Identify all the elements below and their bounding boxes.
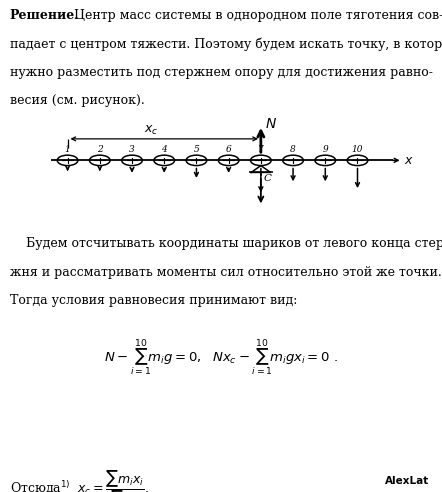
Text: $x_c$: $x_c$ <box>144 124 159 137</box>
Text: весия (см. рисунок).: весия (см. рисунок). <box>10 94 145 107</box>
Text: 7: 7 <box>258 145 264 154</box>
Text: AlexLat: AlexLat <box>385 476 429 486</box>
Text: Будем отсчитывать координаты шариков от левого конца стер-: Будем отсчитывать координаты шариков от … <box>10 237 442 250</box>
Text: 5: 5 <box>194 145 199 154</box>
Text: $\mathit{N}$: $\mathit{N}$ <box>265 117 277 131</box>
Text: 2: 2 <box>97 145 103 154</box>
Text: Тогда условия равновесия принимают вид:: Тогда условия равновесия принимают вид: <box>10 294 297 307</box>
Text: 9: 9 <box>322 145 328 154</box>
Text: нужно разместить под стержнем опору для достижения равно-: нужно разместить под стержнем опору для … <box>10 66 433 79</box>
Text: Решение.: Решение. <box>10 9 80 22</box>
Text: Отсюда$^{1)}$  $x_c = \dfrac{\sum m_i x_i}{\sum m_i}.$: Отсюда$^{1)}$ $x_c = \dfrac{\sum m_i x_i… <box>10 468 149 492</box>
Text: 8: 8 <box>290 145 296 154</box>
Text: C: C <box>263 174 271 183</box>
Text: 4: 4 <box>161 145 167 154</box>
Text: 10: 10 <box>352 145 363 154</box>
Text: $N-\sum_{i{=}1}^{10}\!m_ig=0,\ \ Nx_c-\sum_{i{=}1}^{10}\!m_igx_i=0\ .$: $N-\sum_{i{=}1}^{10}\!m_ig=0,\ \ Nx_c-\s… <box>104 337 338 378</box>
Text: падает с центром тяжести. Поэтому будем искать точку, в которой: падает с центром тяжести. Поэтому будем … <box>10 37 442 51</box>
Text: жня и рассматривать моменты сил относительно этой же точки.: жня и рассматривать моменты сил относите… <box>10 266 442 278</box>
Text: 3: 3 <box>129 145 135 154</box>
Text: Центр масс системы в однородном поле тяготения сов-: Центр масс системы в однородном поле тяг… <box>74 9 442 22</box>
Text: $x$: $x$ <box>404 154 414 167</box>
Text: 6: 6 <box>226 145 232 154</box>
Text: 1: 1 <box>65 145 70 154</box>
